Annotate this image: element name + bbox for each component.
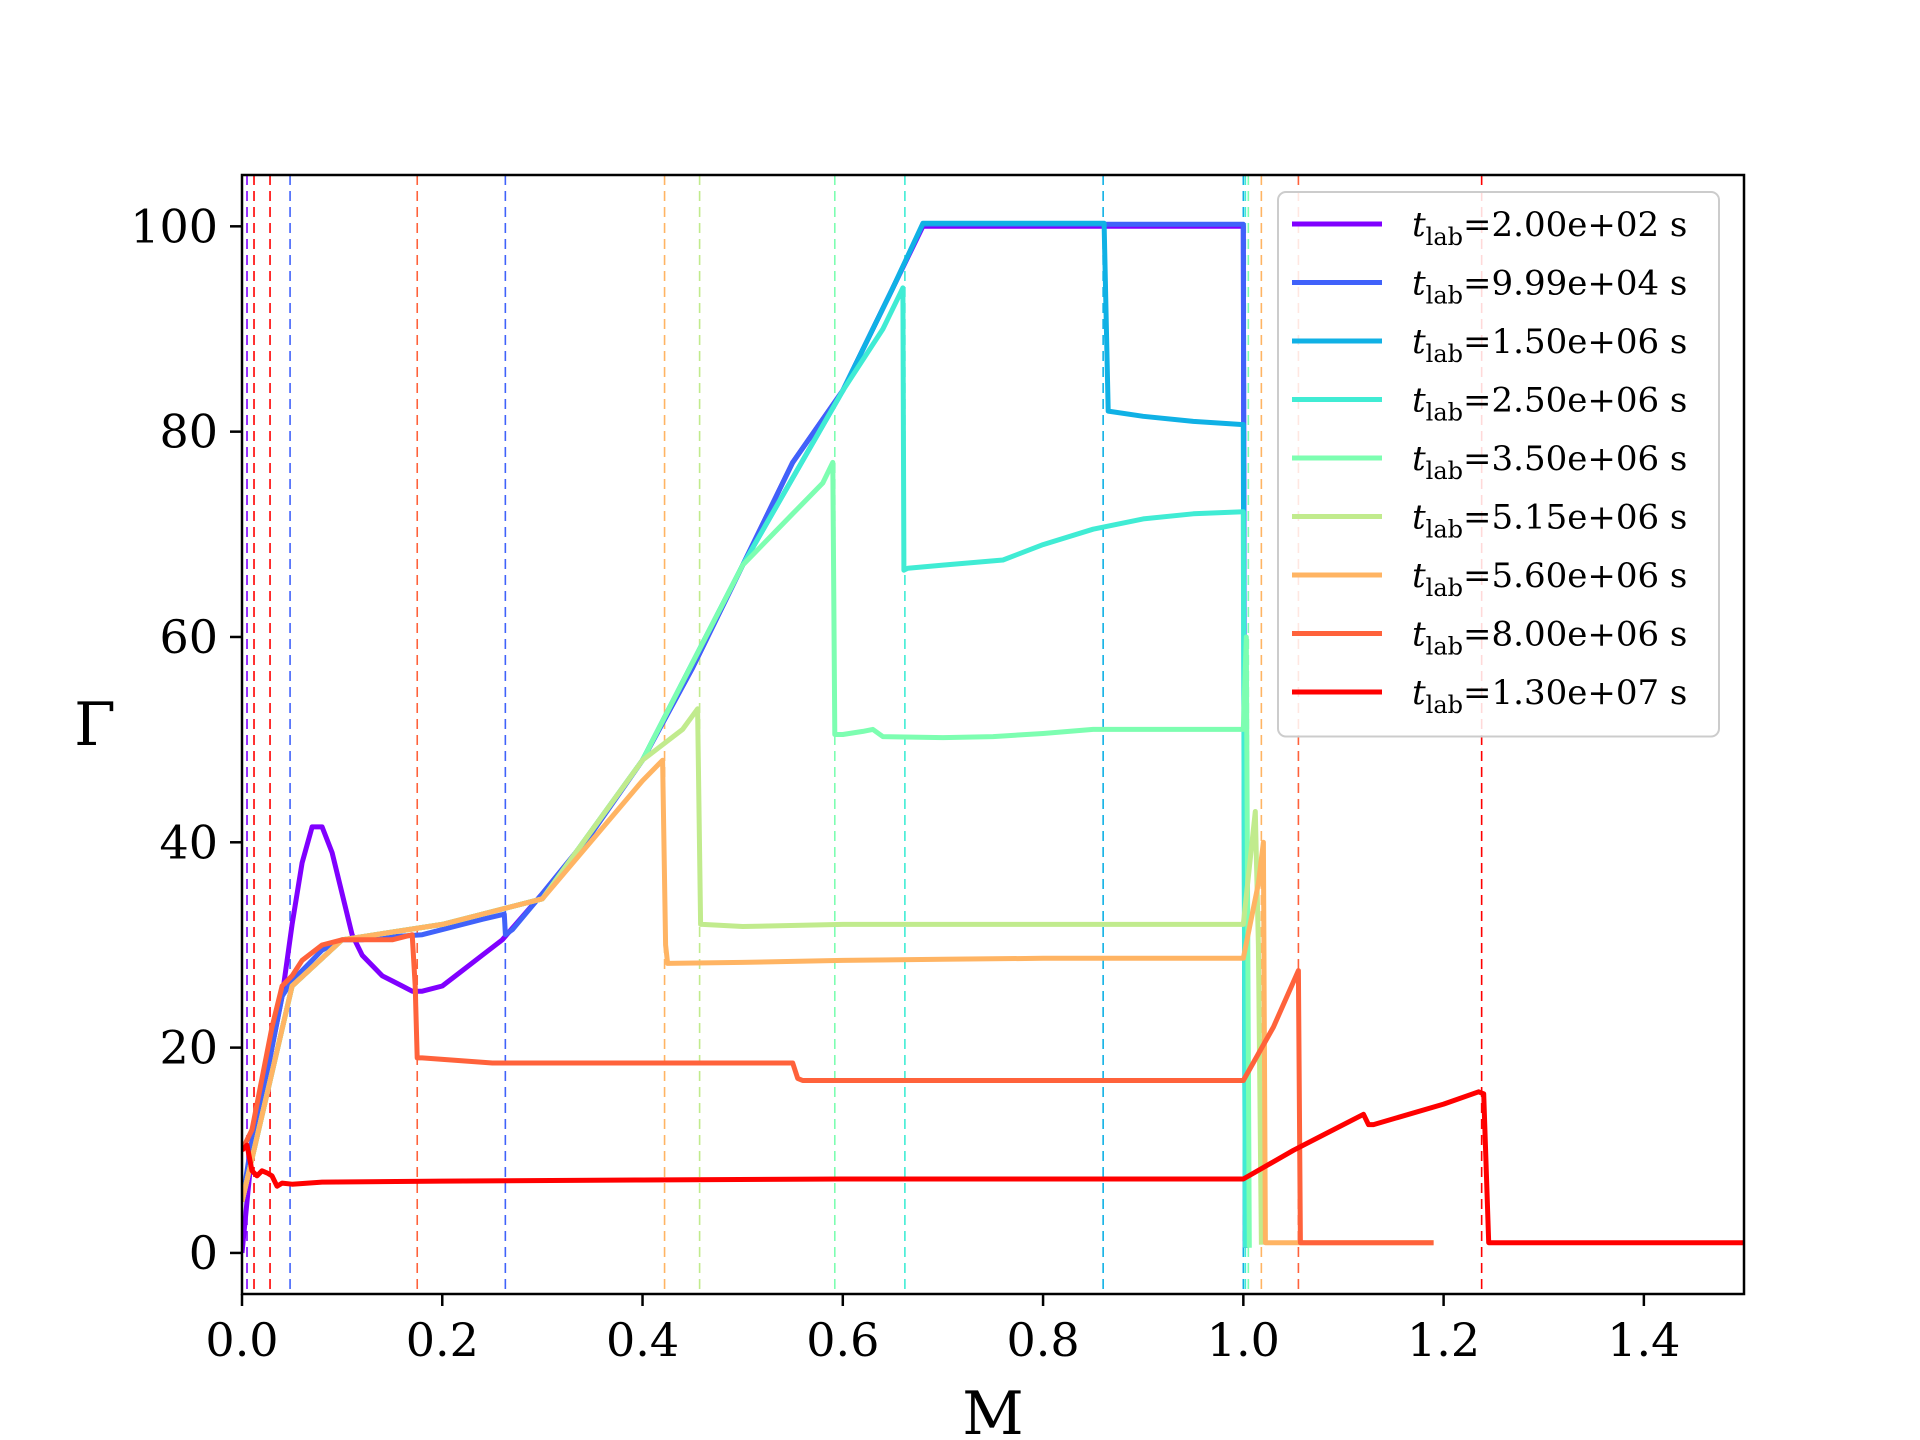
y-tick-label: 80 (159, 405, 218, 459)
y-tick-label: 100 (130, 199, 218, 253)
series-line (242, 932, 1434, 1246)
x-tick-label: 0.2 (406, 1313, 479, 1367)
legend-entry-label: tlab=3.50e+06 s (1412, 439, 1687, 485)
y-axis: 0 20 40 60 80 100 (130, 199, 242, 1280)
legend-entry-label: tlab=1.50e+06 s (1412, 322, 1687, 368)
x-tick-label: 0.0 (205, 1313, 278, 1367)
y-tick-label: 60 (159, 610, 218, 664)
legend-entry-label: tlab=9.99e+04 s (1412, 264, 1687, 310)
y-tick-label: 40 (159, 815, 218, 869)
x-axis: 0.0 0.2 0.4 0.6 0.8 1.0 1.2 1.4 (205, 1294, 1680, 1367)
legend-entry-label: tlab=8.00e+06 s (1412, 615, 1687, 661)
x-tick-label: 0.8 (1006, 1313, 1079, 1367)
y-axis-label: Γ (74, 690, 116, 760)
x-tick-label: 0.4 (606, 1313, 679, 1367)
x-tick-label: 1.4 (1607, 1313, 1680, 1367)
series-group (242, 220, 1744, 1254)
legend-entry-label: tlab=5.60e+06 s (1412, 556, 1687, 602)
series-line (242, 1089, 1744, 1246)
legend-entry-label: tlab=1.30e+07 s (1412, 673, 1687, 719)
series-line (242, 757, 1434, 1246)
y-tick-label: 0 (189, 1226, 218, 1280)
legend-entry-label: tlab=5.15e+06 s (1412, 498, 1687, 544)
y-tick-label: 20 (159, 1021, 218, 1075)
x-tick-label: 0.6 (806, 1313, 879, 1367)
legend: tlab=2.00e+02 s tlab=9.99e+04 s tlab=1.50e… (1277, 191, 1720, 738)
legend-entry-label: tlab=2.50e+06 s (1412, 381, 1687, 427)
legend-entry-label: tlab=2.00e+02 s (1412, 205, 1687, 251)
x-tick-label: 1.0 (1207, 1313, 1280, 1367)
legend-box (1277, 191, 1720, 738)
x-tick-label: 1.2 (1407, 1313, 1480, 1367)
plot-frame (240, 173, 1746, 1296)
x-axis-label: M (962, 1379, 1023, 1440)
